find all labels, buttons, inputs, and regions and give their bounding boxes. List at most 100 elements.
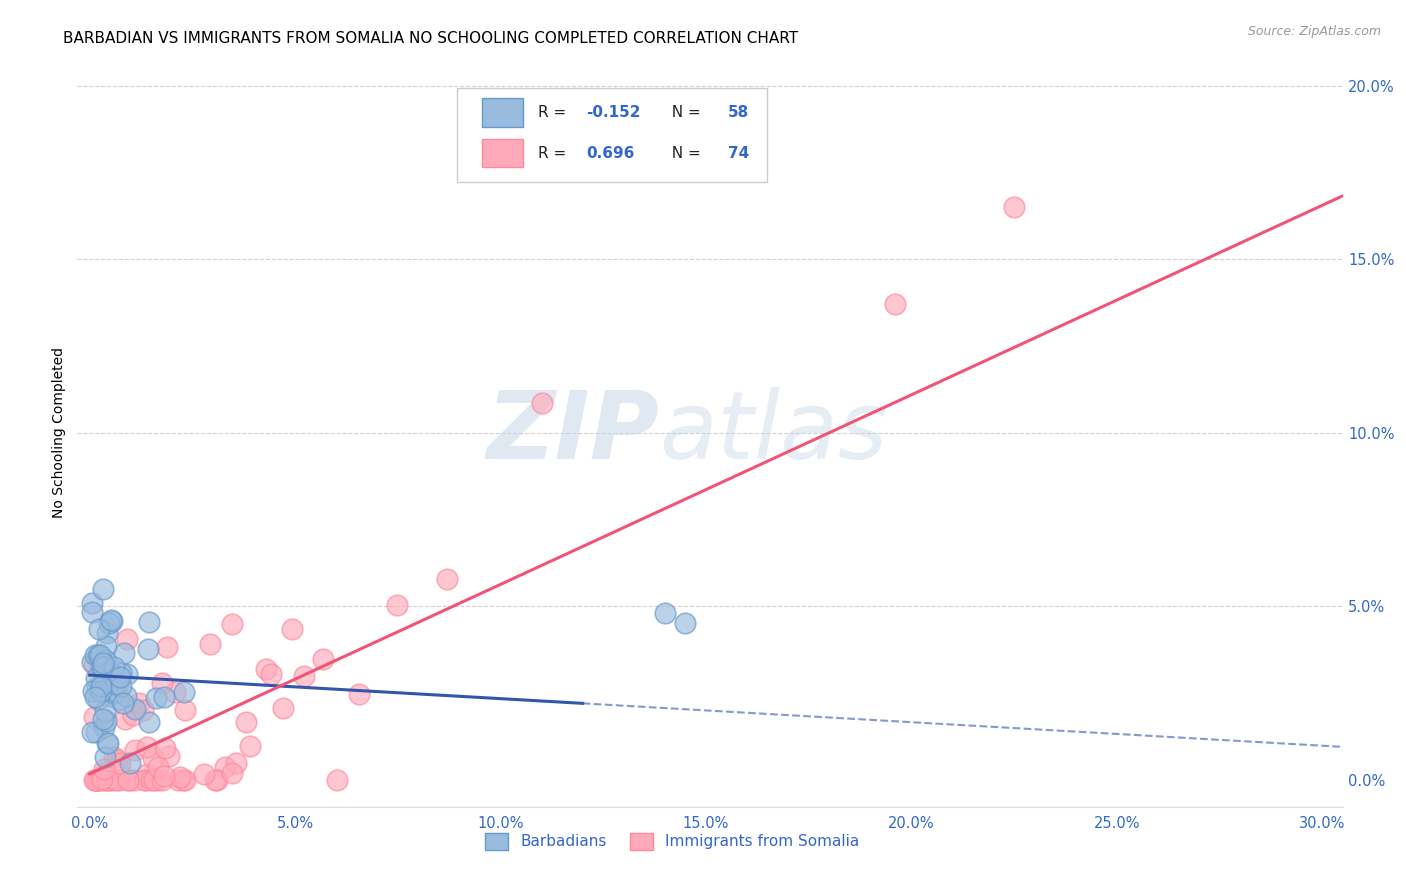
Point — [87, 622, 110, 636]
Y-axis label: No Schooling Completed: No Schooling Completed — [52, 347, 66, 518]
Point — [115, 667, 138, 681]
Text: 58: 58 — [728, 105, 749, 120]
Point — [86, 772, 108, 787]
Point — [103, 750, 125, 764]
Point — [136, 641, 159, 656]
Point — [146, 760, 169, 774]
Point — [83, 657, 105, 672]
Point — [110, 679, 132, 693]
Point — [93, 772, 115, 787]
Point — [150, 772, 173, 787]
Point — [96, 639, 118, 653]
FancyBboxPatch shape — [457, 88, 768, 182]
Point — [155, 740, 177, 755]
Point — [86, 648, 108, 662]
Point — [134, 772, 156, 787]
Point — [93, 653, 115, 667]
Point — [96, 772, 118, 787]
Point — [163, 684, 186, 698]
Point — [204, 772, 226, 787]
Point — [91, 656, 114, 670]
Point — [100, 613, 122, 627]
Point — [169, 770, 191, 784]
Point — [128, 696, 150, 710]
Point — [89, 772, 111, 787]
Point — [96, 626, 118, 640]
Point — [281, 622, 304, 636]
Point — [86, 680, 108, 694]
Point — [139, 772, 162, 787]
Text: N =: N = — [662, 145, 706, 161]
Point — [235, 714, 257, 729]
Point — [173, 703, 195, 717]
Point — [107, 772, 129, 787]
Legend: Barbadians, Immigrants from Somalia: Barbadians, Immigrants from Somalia — [479, 827, 865, 855]
Text: 0.696: 0.696 — [586, 145, 634, 161]
Point — [90, 684, 112, 698]
Point — [94, 704, 117, 718]
Point — [436, 572, 458, 586]
Point — [124, 772, 146, 787]
Point — [101, 614, 124, 628]
Point — [387, 598, 409, 612]
Point — [326, 772, 349, 787]
Point — [136, 767, 159, 781]
FancyBboxPatch shape — [482, 98, 523, 127]
Point — [112, 646, 135, 660]
Point — [105, 684, 128, 698]
Point — [883, 296, 905, 310]
Point — [103, 660, 125, 674]
Point — [221, 765, 243, 780]
Point — [105, 677, 128, 691]
Text: BARBADIAN VS IMMIGRANTS FROM SOMALIA NO SCHOOLING COMPLETED CORRELATION CHART: BARBADIAN VS IMMIGRANTS FROM SOMALIA NO … — [63, 31, 799, 46]
Point — [107, 692, 129, 706]
Point — [80, 596, 103, 610]
Text: ZIP: ZIP — [486, 386, 659, 479]
Point — [91, 712, 114, 726]
Point — [94, 714, 117, 729]
Point — [114, 690, 136, 704]
Point — [83, 710, 105, 724]
Point — [90, 679, 112, 693]
Point — [254, 662, 277, 676]
Point — [89, 770, 111, 784]
Text: atlas: atlas — [659, 387, 887, 478]
Point — [135, 740, 157, 755]
Point — [138, 714, 160, 729]
Point — [84, 725, 107, 739]
Point — [142, 772, 165, 787]
Point — [311, 651, 333, 665]
Point — [80, 605, 103, 619]
Point — [117, 772, 139, 787]
Point — [98, 616, 121, 631]
Point — [145, 690, 167, 705]
Point — [122, 707, 145, 722]
Point — [97, 772, 120, 787]
Point — [146, 772, 169, 787]
Point — [271, 700, 294, 714]
Point — [84, 772, 107, 787]
Point — [83, 772, 105, 787]
Point — [80, 655, 103, 669]
Point — [105, 772, 128, 787]
Point — [673, 616, 696, 631]
Point — [118, 756, 141, 771]
Point — [97, 736, 120, 750]
Point — [86, 772, 108, 787]
Point — [101, 772, 124, 787]
Point — [260, 666, 283, 681]
Point — [97, 662, 120, 676]
Point — [152, 676, 174, 690]
FancyBboxPatch shape — [482, 139, 523, 168]
Point — [152, 690, 174, 705]
Point — [110, 756, 132, 771]
Point — [349, 687, 371, 701]
Point — [138, 615, 160, 630]
Point — [93, 720, 115, 734]
Point — [83, 690, 105, 704]
Point — [124, 702, 146, 716]
Point — [205, 772, 228, 787]
Point — [108, 670, 131, 684]
Point — [93, 763, 115, 777]
Point — [90, 680, 112, 694]
